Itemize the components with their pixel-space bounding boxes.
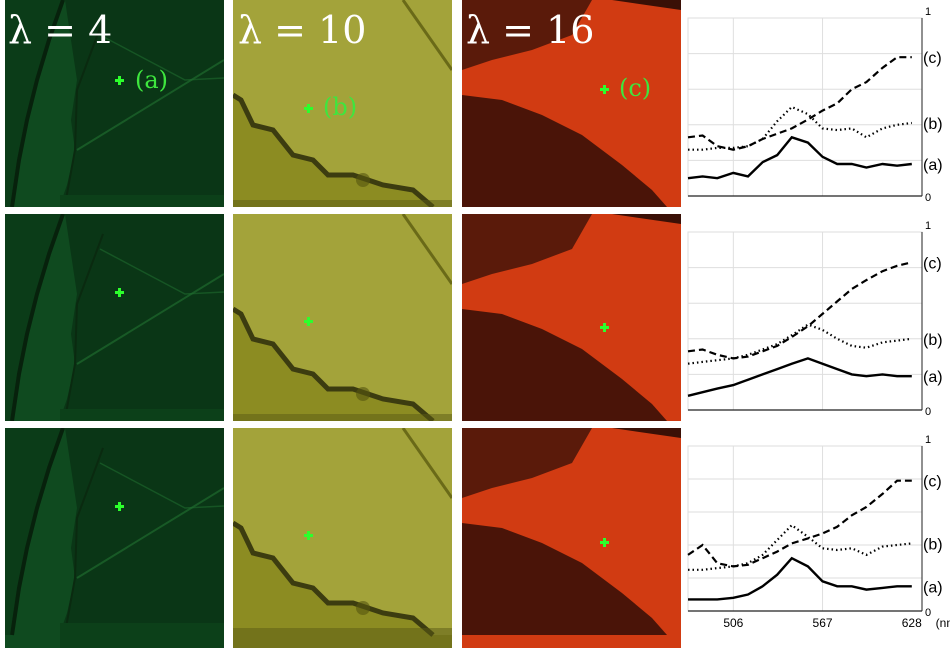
- marker-b-row3: [304, 531, 313, 540]
- image-lambda-10-method-2: [233, 214, 452, 421]
- series-label-c: (c): [923, 474, 942, 491]
- series-label-b: (b): [923, 116, 943, 133]
- lambda-label-16: λ = 16: [466, 8, 595, 52]
- marker-c-row1: [600, 85, 609, 94]
- chart-svg: 0 1 (a) (b) (c) 506 567 628 (nm): [687, 434, 950, 630]
- tile-drawing: [5, 214, 224, 421]
- point-label-a: (a): [135, 66, 169, 94]
- image-lambda-16-method-2: [462, 214, 681, 421]
- y-tick-label-0: 0: [925, 607, 931, 619]
- y-tick-label-1: 1: [925, 434, 931, 446]
- series-label-c: (c): [923, 50, 942, 67]
- x-tick-label: 628: [902, 616, 922, 630]
- image-lambda-10-method-1: [233, 0, 452, 207]
- y-tick-label-0: 0: [925, 406, 931, 418]
- series-line-c: [687, 56, 912, 151]
- y-tick-label-0: 0: [925, 192, 931, 204]
- image-lambda-16-method-3: [462, 428, 681, 648]
- marker-a-row1: [115, 76, 124, 85]
- spectrum-chart-1: 0 1 (a) (b) (c): [686, 0, 950, 207]
- series-line-b: [688, 523, 912, 571]
- tile-drawing: [233, 428, 452, 648]
- lambda-label-4: λ = 4: [8, 8, 113, 52]
- series-label-c: (c): [923, 255, 942, 272]
- spectrum-chart-2: 0 1 (a) (b) (c): [686, 214, 950, 421]
- x-tick-label: 567: [813, 616, 833, 630]
- tile-drawing: [5, 428, 224, 648]
- marker-b-row2: [304, 317, 313, 326]
- series-label-b: (b): [923, 536, 943, 553]
- series-label-a: (a): [923, 369, 943, 386]
- series-line-a: [688, 556, 912, 601]
- point-label-c: (c): [619, 74, 652, 102]
- spectrum-chart-3: 0 1 (a) (b) (c) 506 567 628 (nm): [686, 428, 950, 648]
- marker-b-row1: [304, 104, 313, 113]
- series-label-a: (a): [923, 579, 943, 596]
- series-line-b: [688, 105, 912, 151]
- x-tick-label: 506: [723, 616, 743, 630]
- marker-a-row3: [115, 502, 124, 511]
- chart-svg: 0 1 (a) (b) (c): [687, 6, 943, 204]
- image-lambda-10-method-3: [233, 428, 452, 648]
- marker-c-row3: [600, 538, 609, 547]
- tile-drawing: [462, 0, 681, 207]
- series-line-a: [687, 357, 912, 397]
- series-label-b: (b): [923, 332, 943, 349]
- plot-area: [687, 445, 923, 612]
- series-line-a: [687, 135, 912, 180]
- image-lambda-16-method-1: [462, 0, 681, 207]
- marker-a-row2: [115, 288, 124, 297]
- x-unit-label: (nm): [936, 616, 950, 630]
- point-label-b: (b): [323, 93, 358, 121]
- marker-c-row2: [600, 323, 609, 332]
- series-line-c: [687, 479, 912, 568]
- tile-drawing: [462, 214, 681, 421]
- tile-drawing: [233, 214, 452, 421]
- series-line-c: [687, 261, 913, 360]
- image-lambda-4-method-3: [5, 428, 224, 648]
- lambda-label-10: λ = 10: [238, 8, 367, 52]
- chart-svg: 0 1 (a) (b) (c): [687, 220, 943, 418]
- tile-drawing: [233, 0, 452, 207]
- y-tick-label-1: 1: [925, 6, 931, 18]
- y-tick-label-1: 1: [925, 220, 931, 232]
- tile-drawing: [5, 0, 224, 207]
- plot-area: [687, 231, 923, 411]
- image-lambda-4-method-1: [5, 0, 224, 207]
- plot-area: [687, 17, 923, 197]
- image-lambda-4-method-2: [5, 214, 224, 421]
- tile-drawing: [462, 428, 681, 648]
- series-label-a: (a): [923, 157, 943, 174]
